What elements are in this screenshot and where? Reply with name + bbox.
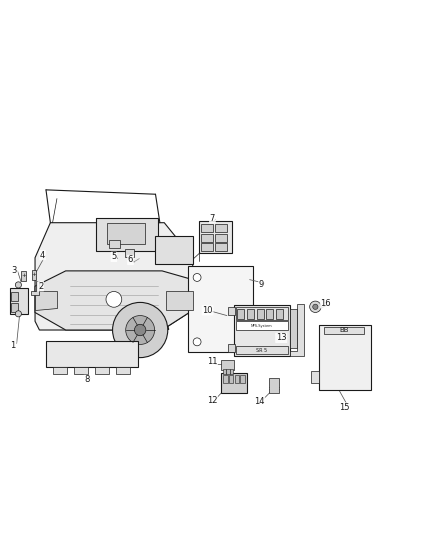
Bar xyxy=(116,367,130,374)
Bar xyxy=(125,249,134,257)
Text: 9: 9 xyxy=(259,280,264,289)
Text: 10: 10 xyxy=(202,306,213,315)
Circle shape xyxy=(106,292,122,307)
Bar xyxy=(230,369,233,374)
Text: +: + xyxy=(21,273,26,278)
Bar xyxy=(74,367,88,374)
Bar xyxy=(11,303,18,312)
Bar xyxy=(155,236,193,264)
Bar xyxy=(95,367,109,374)
Bar xyxy=(319,325,371,390)
Text: 8: 8 xyxy=(84,375,89,384)
Circle shape xyxy=(193,338,201,346)
Text: BB: BB xyxy=(339,327,349,334)
Bar xyxy=(223,369,226,374)
Polygon shape xyxy=(166,290,193,310)
Bar xyxy=(10,288,28,314)
Bar xyxy=(215,233,227,241)
Bar xyxy=(235,375,239,383)
Text: 6: 6 xyxy=(128,255,133,264)
Bar xyxy=(234,304,290,356)
Text: 2: 2 xyxy=(38,282,43,290)
Text: 3: 3 xyxy=(12,266,17,276)
Polygon shape xyxy=(35,223,193,330)
Circle shape xyxy=(310,301,321,312)
Text: 13: 13 xyxy=(276,334,286,342)
Circle shape xyxy=(126,316,155,344)
Bar xyxy=(240,375,245,383)
Bar xyxy=(236,321,288,330)
Bar xyxy=(46,341,138,367)
Polygon shape xyxy=(311,371,319,383)
Bar xyxy=(237,309,244,319)
Bar xyxy=(96,219,158,251)
Text: +: + xyxy=(32,272,36,277)
Bar xyxy=(201,224,213,232)
Text: 1: 1 xyxy=(11,341,16,350)
Circle shape xyxy=(113,302,168,358)
Bar xyxy=(221,360,234,370)
Bar xyxy=(199,221,232,253)
Bar xyxy=(269,378,279,393)
Polygon shape xyxy=(290,304,304,356)
Bar xyxy=(228,307,235,314)
Bar xyxy=(109,240,120,248)
Text: 4: 4 xyxy=(40,251,45,260)
Text: 5: 5 xyxy=(111,252,117,261)
Text: 15: 15 xyxy=(339,403,350,412)
Bar xyxy=(276,309,283,319)
Bar xyxy=(236,346,288,354)
Bar xyxy=(324,327,364,334)
Bar xyxy=(236,307,288,320)
Text: 12: 12 xyxy=(207,395,217,405)
Bar xyxy=(226,369,230,374)
Text: NPS-System: NPS-System xyxy=(251,324,273,328)
Bar xyxy=(221,373,247,393)
Bar xyxy=(257,309,264,319)
Circle shape xyxy=(193,273,201,281)
Polygon shape xyxy=(35,290,57,310)
Bar xyxy=(290,309,297,348)
Bar xyxy=(11,292,18,301)
Circle shape xyxy=(15,282,21,288)
Bar xyxy=(247,309,254,319)
Bar xyxy=(223,375,228,383)
Bar xyxy=(107,223,145,244)
Polygon shape xyxy=(31,280,39,295)
Bar xyxy=(32,270,36,280)
Bar xyxy=(53,367,67,374)
Bar xyxy=(215,243,227,251)
Bar xyxy=(188,266,253,352)
Text: 14: 14 xyxy=(254,397,265,406)
Text: 7: 7 xyxy=(210,214,215,223)
Bar xyxy=(215,224,227,232)
Circle shape xyxy=(313,304,318,310)
Text: 11: 11 xyxy=(207,358,217,367)
Text: SR 5: SR 5 xyxy=(256,348,268,353)
Bar xyxy=(21,271,26,280)
Bar xyxy=(229,375,233,383)
Circle shape xyxy=(134,324,146,336)
Bar xyxy=(266,309,273,319)
Bar xyxy=(201,233,213,241)
Bar xyxy=(201,243,213,251)
Polygon shape xyxy=(35,271,193,330)
Text: 16: 16 xyxy=(321,299,331,308)
Circle shape xyxy=(15,311,21,317)
Bar xyxy=(228,344,235,352)
